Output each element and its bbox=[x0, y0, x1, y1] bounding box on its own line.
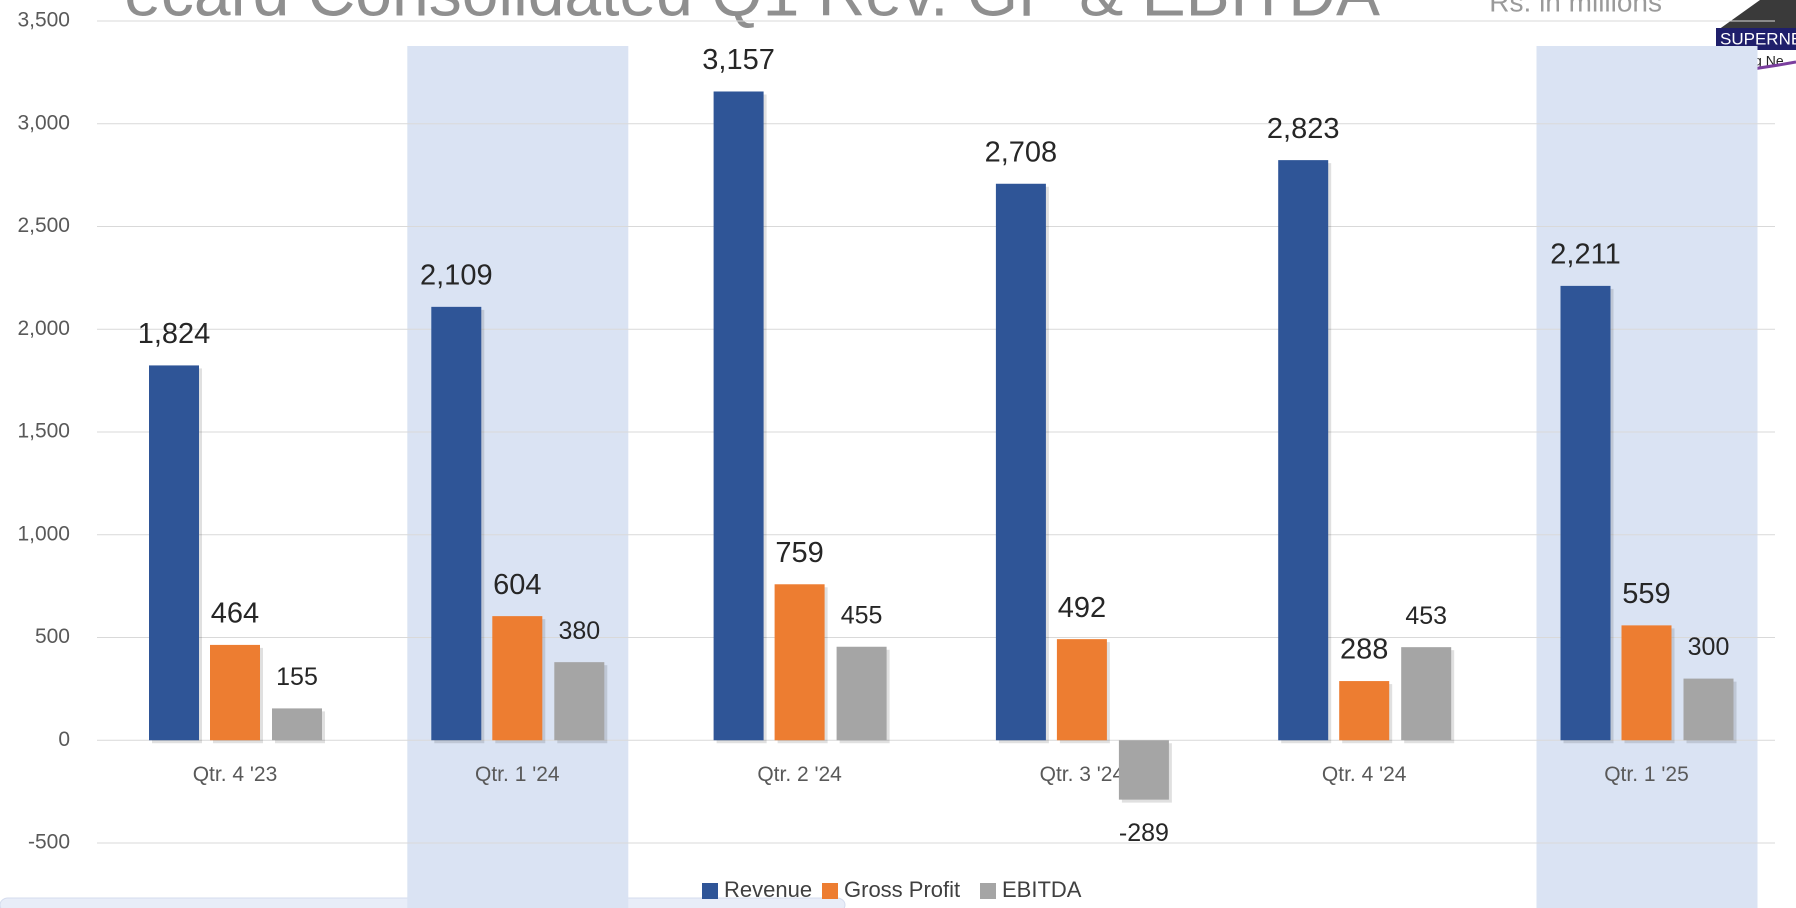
x-tick-label: Qtr. 4 '23 bbox=[193, 763, 278, 786]
bar bbox=[1401, 647, 1452, 741]
y-tick-label: -500 bbox=[28, 831, 70, 854]
data-label: 492 bbox=[1058, 592, 1106, 624]
chart-title: ecard Consolidated Q1 Rev. GP & EBITDA bbox=[124, 0, 1380, 29]
chart-subtitle: Rs. in millions bbox=[1489, 0, 1662, 17]
x-tick-label: Qtr. 4 '24 bbox=[1322, 763, 1407, 786]
bar bbox=[210, 644, 260, 741]
data-label: 155 bbox=[276, 663, 318, 691]
y-tick-label: 500 bbox=[35, 625, 70, 648]
bar bbox=[836, 646, 887, 741]
data-label: -289 bbox=[1119, 819, 1169, 847]
bar bbox=[554, 662, 605, 741]
bar bbox=[1560, 285, 1611, 741]
data-label: 2,708 bbox=[985, 136, 1058, 168]
bar bbox=[774, 584, 825, 741]
y-tick-label: 3,000 bbox=[17, 111, 70, 134]
y-tick-label: 3,500 bbox=[17, 9, 70, 32]
data-label: 2,211 bbox=[1550, 239, 1620, 271]
bar bbox=[431, 306, 482, 741]
x-tick-label: Qtr. 2 '24 bbox=[757, 763, 842, 786]
legend-label: Revenue bbox=[724, 877, 812, 902]
x-tick-label: Qtr. 3 '24 bbox=[1040, 763, 1125, 786]
bar bbox=[1278, 160, 1329, 741]
bar bbox=[1118, 740, 1169, 800]
y-tick-label: 1,500 bbox=[17, 420, 70, 443]
y-tick-label: 2,000 bbox=[17, 317, 70, 340]
data-label: 3,157 bbox=[702, 44, 775, 76]
bar bbox=[492, 616, 543, 741]
y-tick-label: 2,500 bbox=[17, 214, 70, 237]
data-label: 759 bbox=[775, 537, 823, 569]
bar bbox=[149, 365, 199, 741]
bar bbox=[713, 91, 764, 741]
logo-name: SUPERNE bbox=[1720, 29, 1796, 48]
bar bbox=[1339, 681, 1390, 741]
x-tick-label: Qtr. 1 '24 bbox=[475, 763, 560, 786]
data-label: 380 bbox=[558, 617, 600, 645]
logo-band bbox=[1716, 28, 1796, 50]
y-tick-label: 1,000 bbox=[17, 522, 70, 545]
data-label: 2,109 bbox=[420, 260, 493, 292]
logo-shape bbox=[1718, 0, 1796, 30]
bar bbox=[1683, 678, 1734, 741]
data-label: 464 bbox=[211, 598, 259, 630]
x-tick-label: Qtr. 1 '25 bbox=[1604, 763, 1689, 786]
bar bbox=[1056, 639, 1107, 741]
y-tick-label: 0 bbox=[58, 728, 70, 751]
bar bbox=[995, 183, 1046, 741]
legend-label: Gross Profit bbox=[844, 877, 960, 902]
data-label: 288 bbox=[1340, 634, 1388, 666]
data-label: 300 bbox=[1688, 633, 1730, 661]
legend-label: EBITDA bbox=[1002, 877, 1082, 902]
data-label: 2,823 bbox=[1267, 113, 1340, 145]
bar bbox=[1621, 625, 1672, 741]
bar bbox=[272, 708, 322, 741]
legend-swatch bbox=[980, 883, 996, 899]
legend-swatch bbox=[822, 883, 838, 899]
data-label: 453 bbox=[1405, 602, 1447, 630]
data-label: 1,824 bbox=[138, 318, 211, 350]
data-label: 559 bbox=[1622, 578, 1670, 610]
data-label: 455 bbox=[841, 601, 883, 629]
data-label: 604 bbox=[493, 569, 541, 601]
legend-swatch bbox=[702, 883, 718, 899]
